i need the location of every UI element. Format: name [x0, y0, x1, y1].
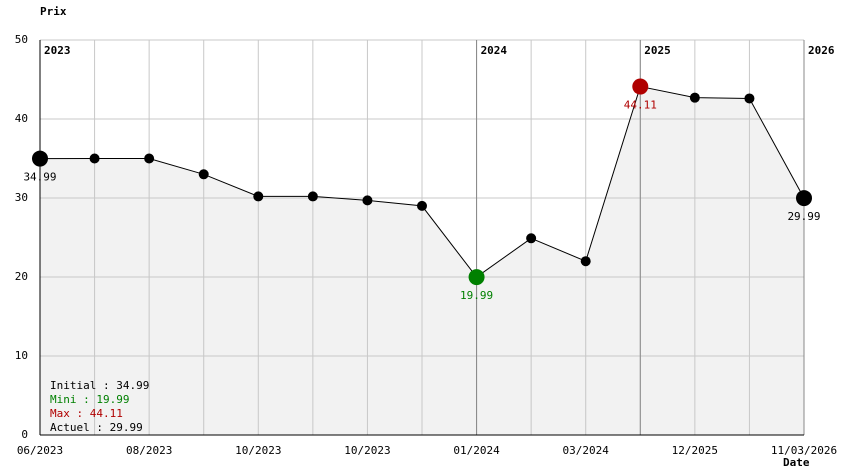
- y-tick-label: 30: [15, 191, 28, 204]
- y-tick-label: 40: [15, 112, 28, 125]
- summary-line: Initial : 34.99: [50, 379, 149, 392]
- point: [744, 93, 755, 104]
- point: [362, 195, 373, 206]
- x-tick-label: 11/03/2026: [771, 444, 837, 457]
- x-tick-label: 03/2024: [563, 444, 610, 457]
- point: [89, 153, 100, 164]
- y-tick-label: 50: [15, 33, 28, 46]
- x-tick-label: 06/2023: [17, 444, 63, 457]
- summary-line: Max : 44.11: [50, 407, 123, 420]
- summary-line: Actuel : 29.99: [50, 421, 143, 434]
- x-tick-label: 10/2023: [344, 444, 390, 457]
- y-axis-title: Prix: [40, 5, 67, 18]
- y-tick-label: 0: [21, 428, 28, 441]
- x-tick-label: 08/2023: [126, 444, 172, 457]
- x-tick-label: 10/2023: [235, 444, 281, 457]
- highlight-point: [796, 190, 812, 207]
- y-tick-label: 20: [15, 270, 28, 283]
- year-label: 2024: [481, 44, 508, 57]
- point: [253, 191, 264, 202]
- highlight-point: [632, 78, 649, 95]
- value-label: 44.11: [624, 99, 657, 112]
- value-label: 19.99: [460, 289, 493, 302]
- point: [689, 92, 700, 103]
- point: [144, 153, 155, 164]
- y-tick-label: 10: [15, 349, 28, 362]
- year-label: 2026: [808, 44, 835, 57]
- value-label: 29.99: [787, 210, 820, 223]
- point: [307, 191, 318, 202]
- point: [526, 233, 537, 244]
- point: [198, 169, 209, 180]
- summary-line: Mini : 19.99: [50, 393, 129, 406]
- x-axis-title: Date: [783, 456, 810, 469]
- x-tick-label: 01/2024: [453, 444, 500, 457]
- highlight-point: [468, 269, 485, 286]
- year-label: 2023: [44, 44, 71, 57]
- point: [580, 256, 591, 267]
- year-label: 2025: [644, 44, 671, 57]
- point: [417, 200, 427, 211]
- x-tick-label: 12/2025: [672, 444, 718, 457]
